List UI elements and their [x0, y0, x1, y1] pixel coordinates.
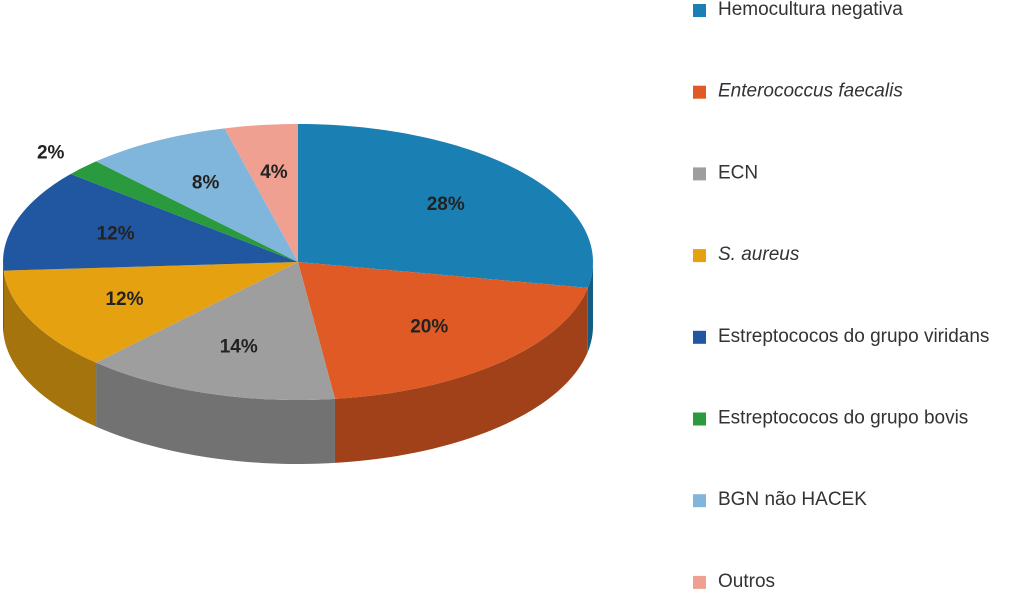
legend-label: Outros [718, 571, 775, 592]
legend-swatch [693, 412, 706, 426]
legend-swatch [693, 249, 706, 263]
slice-side [3, 270, 97, 427]
slice [224, 124, 298, 262]
legend-swatch [693, 575, 706, 589]
slice [3, 262, 298, 363]
slice [298, 124, 593, 288]
legend-label: S. aureus [718, 244, 800, 265]
slice [96, 128, 299, 262]
legend-label: ECN [718, 162, 758, 183]
data-label: 8% [192, 172, 220, 193]
data-label: 14% [220, 336, 258, 357]
legend-swatch [693, 494, 706, 508]
slice-side [96, 362, 335, 464]
legend-label: Enterococcus faecalis [718, 81, 903, 102]
slice-side [3, 262, 4, 335]
legend-swatch [693, 330, 706, 344]
slice [70, 161, 298, 262]
slice [3, 174, 299, 271]
legend-label: Hemocultura negativa [718, 0, 903, 20]
legend-swatch [693, 167, 706, 181]
legend-swatch [693, 85, 706, 99]
slice-side [587, 262, 593, 352]
legend-label: BGN não HACEK [718, 489, 867, 510]
slice [298, 262, 588, 399]
data-label: 12% [105, 289, 143, 310]
slice [96, 262, 335, 400]
legend-label: Estreptococos do grupo viridans [718, 326, 989, 347]
data-label: 20% [410, 316, 448, 337]
legend-swatch [693, 4, 706, 17]
data-label: 28% [427, 194, 465, 215]
data-label: 4% [260, 162, 288, 183]
data-label: 2% [37, 142, 65, 163]
legend-label: Estreptococos do grupo bovis [718, 408, 968, 429]
slice-side [334, 287, 588, 463]
data-label: 12% [97, 223, 135, 244]
